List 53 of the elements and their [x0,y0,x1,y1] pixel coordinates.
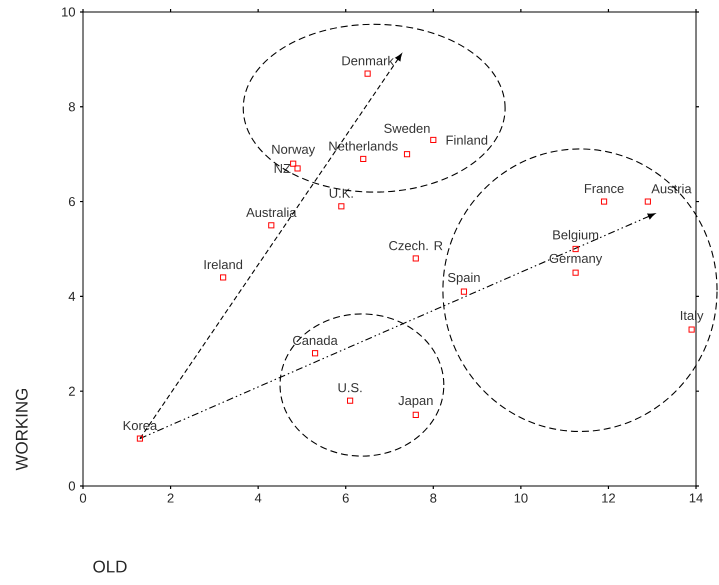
x-tick-label: 10 [514,493,528,503]
point [364,70,371,77]
point [430,136,436,144]
point [404,151,410,158]
annotation: Canada [293,336,338,346]
annotation: Ireland [204,260,242,270]
y-axis-title: WORKING [16,388,28,470]
x-tick-label: 4 [254,493,262,502]
point [312,350,318,356]
x-tick-label: 12 [602,493,615,503]
point [600,198,608,205]
x-axis-title: OLD [93,560,127,573]
point [360,156,366,162]
annotation: Finland [446,135,488,145]
point [572,270,579,276]
point [644,198,651,205]
annotation: Korea [124,421,158,430]
point [338,203,344,210]
annotation: Czech. R [389,240,442,250]
annotation: Belgium [553,230,598,242]
annotation: France [584,184,624,194]
y-tick-label: 8 [68,102,75,112]
annotation: Norway [272,144,316,156]
y-tick-label: 10 [62,7,75,17]
annotation: Germany [550,254,602,266]
point [347,398,354,404]
point [220,274,226,281]
annotation: Netherlands [329,141,398,151]
annotation: Denmark [342,56,394,66]
annotation: Spain [448,272,480,285]
point [412,255,419,262]
point [688,326,695,333]
point [572,246,579,252]
point [294,165,301,172]
y-tick-label: 2 [68,386,75,396]
x-tick-label: 0 [80,493,86,503]
point [290,160,296,167]
annotation: Sweden [384,123,430,133]
annotation: NZ [274,164,290,173]
x-tick-label: 14 [690,493,703,502]
y-tick-label: 4 [68,292,76,301]
x-tick-label: 2 [168,493,174,503]
y-tick-label: 6 [68,196,75,206]
annotation: Japan [398,396,433,408]
annotation: U.K. [330,188,353,198]
y-tick-label: 0 [68,481,76,491]
point [136,435,144,442]
x-tick-label: 8 [430,493,436,503]
x-tick-label: 6 [342,493,349,503]
point [412,412,419,418]
point [268,222,274,228]
point [460,288,468,295]
annotation: U.S. [338,383,362,392]
